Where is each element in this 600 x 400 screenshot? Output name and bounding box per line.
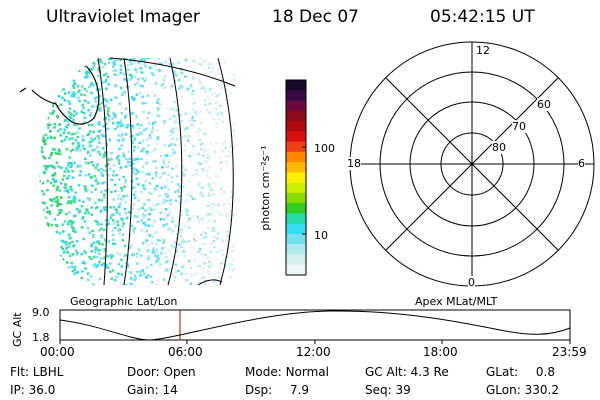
colorbar — [285, 79, 307, 276]
colorbar-band — [286, 244, 306, 256]
x-tick-1800: 18:00 — [423, 345, 458, 359]
x-tick-0000: 00:00 — [40, 345, 75, 359]
colorbar-band — [286, 90, 306, 102]
info-door: Door: Open — [127, 365, 196, 379]
info-glat: GLat: 0.8 — [486, 365, 556, 379]
colorbar-band — [286, 264, 306, 276]
colorbar-band — [286, 172, 306, 184]
x-tick-1200: 12:00 — [296, 345, 331, 359]
x-tick-2359: 23:59 — [552, 345, 587, 359]
info-seq: Seq: 39 — [365, 383, 411, 397]
colorbar-band — [286, 121, 306, 132]
geographic-caption: Geographic Lat/Lon — [70, 295, 178, 308]
info-gain: Gain: 14 — [127, 383, 178, 397]
y-tick-9: 9.0 — [32, 306, 50, 319]
observation-date: 18 Dec 07 — [272, 7, 359, 27]
colorbar-band — [286, 80, 306, 91]
y-tick-1-8: 1.8 — [32, 331, 50, 344]
colorbar-band — [286, 233, 306, 245]
colorbar-band — [286, 213, 306, 225]
lat-label-80: 80 — [492, 141, 506, 154]
colorbar-tick-10: 10 — [314, 229, 328, 242]
colorbar-band — [286, 100, 306, 112]
lat-label-60: 60 — [537, 98, 551, 111]
colorbar-band — [286, 110, 306, 122]
info-flt: Flt: LBHL — [10, 365, 64, 379]
instrument-title: Ultraviolet Imager — [46, 7, 200, 27]
colorbar-band — [286, 223, 306, 235]
info-dsp: Dsp: 7.9 — [245, 383, 310, 397]
colorbar-band — [286, 151, 306, 163]
colorbar-band — [286, 254, 306, 266]
mlt-label-0: 0 — [468, 276, 475, 289]
coastline — [19, 65, 100, 125]
info-mode: Mode: Normal — [245, 365, 329, 379]
mlt-label-6: 6 — [578, 157, 585, 170]
apex-caption: Apex MLat/MLT — [415, 295, 498, 308]
colorbar-band — [286, 141, 306, 153]
colorbar-band — [286, 131, 306, 143]
info-glon: GLon: 330.2 — [486, 383, 559, 397]
info-ip: IP: 36.0 — [10, 383, 56, 397]
auroral-emission-pixels — [39, 58, 235, 285]
info-gc-alt: GC Alt: 4.3 Re — [365, 365, 449, 379]
altitude-curve — [59, 310, 571, 341]
observation-time: 05:42:15 UT — [430, 7, 535, 27]
mlt-label-18: 18 — [347, 157, 361, 170]
lat-lon-grid — [97, 57, 236, 286]
mlt-label-12: 12 — [476, 44, 490, 57]
lat-label-70: 70 — [512, 120, 526, 133]
x-tick-0600: 06:00 — [168, 345, 203, 359]
colorbar-tick-100: 100 — [314, 142, 335, 155]
colorbar-band — [286, 192, 306, 204]
colorbar-band — [286, 203, 306, 215]
colorbar-band — [286, 162, 306, 173]
colorbar-band — [286, 182, 306, 194]
